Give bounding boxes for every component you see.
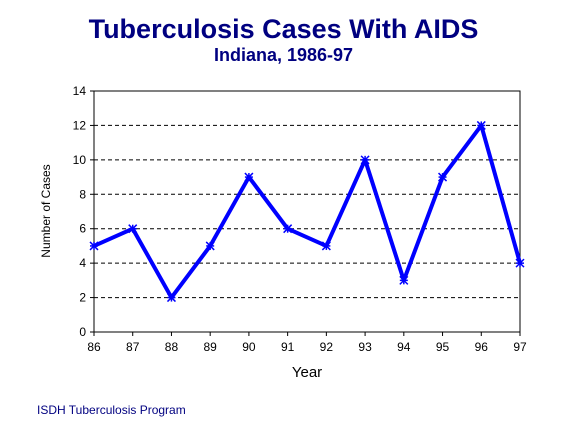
y-tick-label: 12 — [73, 118, 87, 132]
data-point — [321, 241, 331, 251]
data-point — [166, 293, 176, 303]
y-tick-label: 8 — [79, 187, 86, 201]
plot-area — [93, 90, 521, 333]
x-tick-label: 89 — [204, 340, 218, 354]
y-tick-label: 0 — [79, 325, 86, 339]
chart-subtitle: Indiana, 1986-97 — [213, 45, 354, 65]
x-tick-label: 90 — [242, 340, 256, 354]
x-tick-label: 95 — [436, 340, 450, 354]
data-point — [360, 155, 370, 165]
chart-title: Tuberculosis Cases With AIDS — [88, 14, 479, 44]
x-tick-label: 96 — [475, 340, 489, 354]
data-point — [205, 241, 215, 251]
data-point — [89, 241, 99, 251]
y-axis-label: Number of Cases — [39, 164, 53, 257]
y-tick-label: 4 — [79, 256, 86, 270]
y-tick-label: 10 — [73, 153, 87, 167]
x-tick-label: 87 — [126, 340, 140, 354]
x-axis-label: Year — [292, 364, 322, 381]
data-point — [128, 224, 138, 234]
x-tick-label: 88 — [165, 340, 179, 354]
grid-lines — [94, 124, 520, 299]
data-point — [283, 224, 293, 234]
y-tick-label: 6 — [79, 222, 86, 236]
x-axis-ticks: 86 87 88 89 90 91 92 93 94 95 96 97 — [87, 332, 527, 354]
x-tick-label: 92 — [320, 340, 334, 354]
data-point — [244, 172, 254, 182]
y-tick-label: 2 — [79, 291, 86, 305]
x-tick-label: 97 — [513, 340, 527, 354]
x-tick-label: 93 — [358, 340, 372, 354]
series-line — [93, 123, 522, 300]
y-tick-label: 14 — [73, 84, 87, 98]
data-point — [438, 172, 448, 182]
data-point — [399, 275, 409, 285]
y-axis-ticks: 0 2 4 6 8 10 12 14 — [73, 84, 94, 339]
data-point — [515, 258, 525, 268]
series-group — [89, 120, 525, 303]
x-tick-label: 94 — [397, 340, 411, 354]
x-tick-label: 91 — [281, 340, 295, 354]
source-note: ISDH Tuberculosis Program — [37, 403, 186, 417]
data-point — [476, 120, 486, 130]
x-tick-label: 86 — [87, 340, 101, 354]
